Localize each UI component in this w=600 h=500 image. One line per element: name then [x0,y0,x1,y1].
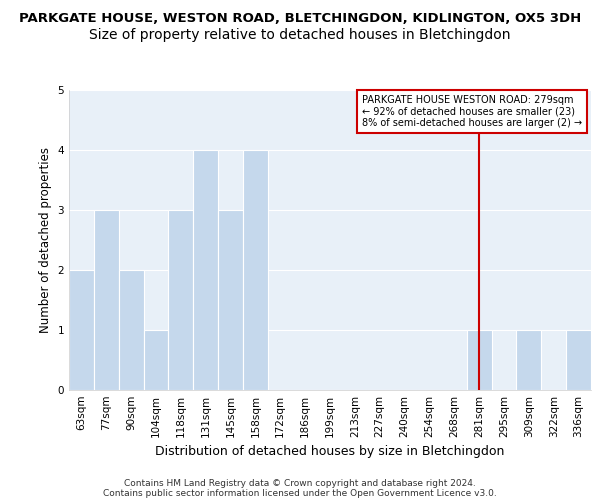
Bar [69,270,94,390]
Bar [517,330,541,390]
Bar [218,210,243,390]
X-axis label: Distribution of detached houses by size in Bletchingdon: Distribution of detached houses by size … [155,446,505,458]
Text: Size of property relative to detached houses in Bletchingdon: Size of property relative to detached ho… [89,28,511,42]
Text: Contains public sector information licensed under the Open Government Licence v3: Contains public sector information licen… [103,488,497,498]
Bar [143,330,169,390]
Bar [193,150,218,390]
Text: PARKGATE HOUSE, WESTON ROAD, BLETCHINGDON, KIDLINGTON, OX5 3DH: PARKGATE HOUSE, WESTON ROAD, BLETCHINGDO… [19,12,581,26]
Bar [566,330,591,390]
Y-axis label: Number of detached properties: Number of detached properties [39,147,52,333]
Bar [94,210,119,390]
Bar [169,210,193,390]
Text: Contains HM Land Registry data © Crown copyright and database right 2024.: Contains HM Land Registry data © Crown c… [124,478,476,488]
Text: PARKGATE HOUSE WESTON ROAD: 279sqm
← 92% of detached houses are smaller (23)
8% : PARKGATE HOUSE WESTON ROAD: 279sqm ← 92%… [362,95,583,128]
Bar [243,150,268,390]
Bar [467,330,491,390]
Bar [119,270,143,390]
